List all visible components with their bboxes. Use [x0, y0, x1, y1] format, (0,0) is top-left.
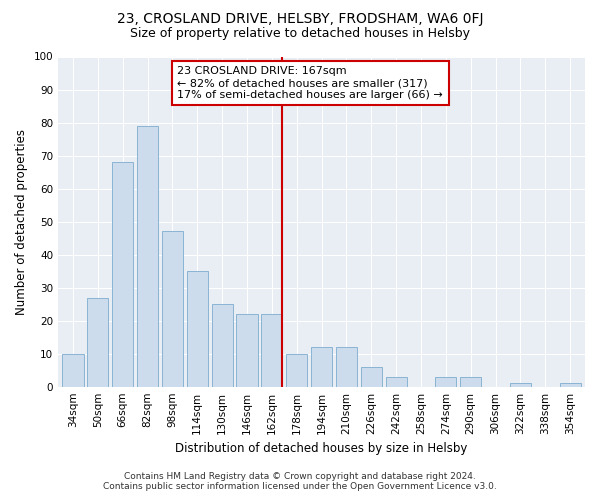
Bar: [112, 162, 133, 386]
Bar: [62, 354, 83, 386]
Bar: [361, 367, 382, 386]
Bar: [212, 304, 233, 386]
Bar: [460, 377, 481, 386]
Bar: [336, 347, 357, 387]
Text: 23 CROSLAND DRIVE: 167sqm
← 82% of detached houses are smaller (317)
17% of semi: 23 CROSLAND DRIVE: 167sqm ← 82% of detac…: [178, 66, 443, 100]
Bar: [87, 298, 109, 386]
Text: Size of property relative to detached houses in Helsby: Size of property relative to detached ho…: [130, 28, 470, 40]
Bar: [236, 314, 257, 386]
Y-axis label: Number of detached properties: Number of detached properties: [15, 128, 28, 314]
Bar: [311, 347, 332, 387]
Bar: [187, 271, 208, 386]
Bar: [162, 232, 183, 386]
Bar: [137, 126, 158, 386]
X-axis label: Distribution of detached houses by size in Helsby: Distribution of detached houses by size …: [175, 442, 468, 455]
Bar: [261, 314, 283, 386]
Bar: [435, 377, 457, 386]
Bar: [386, 377, 407, 386]
Bar: [510, 384, 531, 386]
Bar: [286, 354, 307, 386]
Text: Contains HM Land Registry data © Crown copyright and database right 2024.
Contai: Contains HM Land Registry data © Crown c…: [103, 472, 497, 491]
Bar: [560, 384, 581, 386]
Text: 23, CROSLAND DRIVE, HELSBY, FRODSHAM, WA6 0FJ: 23, CROSLAND DRIVE, HELSBY, FRODSHAM, WA…: [117, 12, 483, 26]
